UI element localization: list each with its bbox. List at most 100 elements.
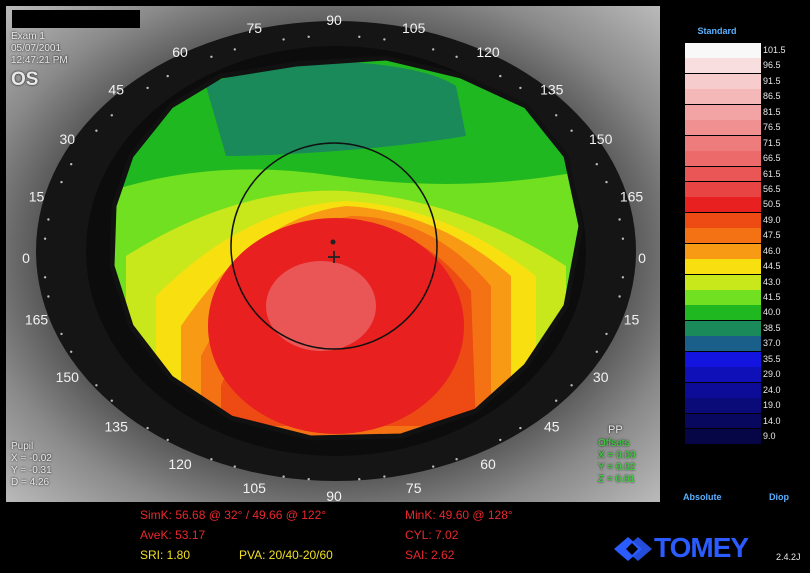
scale-swatch xyxy=(685,336,761,352)
axis-degree-label: 105 xyxy=(402,20,426,36)
cyl-value: CYL: 7.02 xyxy=(405,528,459,542)
tick-dot xyxy=(383,475,386,478)
tick-dot xyxy=(595,350,598,353)
tick-dot xyxy=(233,465,236,468)
tomey-logo: TOMEY xyxy=(612,532,749,564)
sai-value: SAI: 2.62 xyxy=(405,548,455,562)
pupil-d: D = 4.26 xyxy=(11,477,50,488)
scale-row: 96.5 xyxy=(685,58,781,74)
tick-dot xyxy=(70,163,73,166)
tick-dot xyxy=(618,295,621,298)
scale-row: 56.5 xyxy=(685,181,781,197)
offsets-info: PP Offsets X = 0.00 Y = 0.02 Z = 0.01 xyxy=(598,424,636,486)
tick-dot xyxy=(95,129,98,132)
tick-dot xyxy=(621,237,625,240)
scale-row: 19.0 xyxy=(685,398,781,413)
axis-degree-label: 120 xyxy=(476,44,500,60)
topography-color-bands xyxy=(112,58,581,438)
axis-degree-label: 165 xyxy=(620,188,644,204)
axis-degree-label: 135 xyxy=(540,82,564,98)
axis-degree-label: 120 xyxy=(168,456,192,472)
scale-row: 61.5 xyxy=(685,166,781,182)
scale-diop-label[interactable]: Diop xyxy=(769,492,789,502)
scale-row: 49.0 xyxy=(685,212,781,228)
axis-degree-label: 105 xyxy=(243,480,267,496)
tick-dot xyxy=(618,218,621,221)
scale-swatch xyxy=(685,320,761,336)
tick-dot xyxy=(307,478,310,481)
scale-swatch xyxy=(685,398,761,413)
scale-swatch xyxy=(685,120,761,136)
scale-value-label: 49.0 xyxy=(763,214,781,225)
axis-degree-label: 45 xyxy=(544,418,560,434)
scale-value-label: 43.0 xyxy=(763,276,781,287)
pupil-info: Pupil X = -0.02 Y = -0.31 D = 4.26 xyxy=(11,441,52,489)
axis-degree-label: 150 xyxy=(589,131,613,147)
pp-label: PP xyxy=(608,424,623,436)
scale-value-label: 38.5 xyxy=(763,322,781,333)
corneal-topography-map: 0 15 30 45 60 75 90 105 120 135 150 165 0 15 30 45 60 75 9… xyxy=(6,6,660,502)
scale-row: 50.5 xyxy=(685,197,781,213)
tick-dot xyxy=(60,180,63,184)
axis-degree-label: 60 xyxy=(480,456,496,472)
axis-degree-labels: 0 15 30 45 60 75 90 105 120 135 150 165 0 15 30 45 60 75 9… xyxy=(22,12,646,502)
axis-degree-label: 30 xyxy=(593,369,609,385)
axis-degree-label: 0 xyxy=(638,250,646,266)
scale-row: 41.5 xyxy=(685,290,781,305)
mink-value: MinK: 49.60 @ 128° xyxy=(405,508,513,522)
scale-swatch xyxy=(685,89,761,105)
scale-value-label: 71.5 xyxy=(763,137,781,148)
scale-swatch xyxy=(685,212,761,228)
scale-swatch xyxy=(685,305,761,321)
scale-value-label: 41.5 xyxy=(763,292,781,302)
tick-dot xyxy=(605,180,608,184)
scale-row: 14.0 xyxy=(685,413,781,429)
scale-value-label: 76.5 xyxy=(763,122,781,133)
scale-swatch xyxy=(685,259,761,275)
avek-value: AveK: 53.17 xyxy=(140,528,206,542)
tick-dot xyxy=(432,48,435,51)
scale-row: 9.0 xyxy=(685,428,776,444)
simk-value: SimK: 56.68 @ 32° / 49.66 @ 122° xyxy=(140,508,327,522)
indices-bar: SimK: 56.68 @ 32° / 49.66 @ 122° AveK: 5… xyxy=(6,502,807,570)
tick-dot xyxy=(47,218,50,221)
offsets-title: Offsets xyxy=(598,438,630,449)
scale-swatch xyxy=(685,367,761,383)
scale-absolute-label[interactable]: Absolute xyxy=(683,492,722,502)
scale-swatch xyxy=(685,290,761,305)
scale-value-label: 29.0 xyxy=(763,369,781,380)
axis-degree-label: 75 xyxy=(406,480,422,496)
scale-row: 43.0 xyxy=(685,274,781,290)
offset-x: X = 0.00 xyxy=(598,450,636,461)
scale-value-label: 66.5 xyxy=(763,153,781,164)
tick-dot xyxy=(166,74,169,78)
axis-degree-label: 15 xyxy=(29,188,45,204)
scale-row: 66.5 xyxy=(685,151,781,166)
tick-dot xyxy=(146,426,149,430)
tick-dot xyxy=(210,458,213,461)
tick-dot xyxy=(358,478,361,481)
tick-dot xyxy=(282,475,285,478)
scale-value-label: 35.5 xyxy=(763,353,781,364)
scale-value-label: 44.5 xyxy=(763,261,781,272)
axis-degree-label: 30 xyxy=(60,131,76,147)
pupil-circle xyxy=(230,142,438,350)
scale-swatch xyxy=(685,382,761,398)
tick-dot xyxy=(43,237,47,240)
pupil-x: X = -0.02 xyxy=(11,453,52,464)
scale-value-label: 101.5 xyxy=(763,45,786,55)
tick-dot xyxy=(358,35,361,38)
offset-y: Y = 0.02 xyxy=(598,462,636,473)
tick-dot xyxy=(519,86,522,90)
version-label: 2.4.2J xyxy=(776,552,801,562)
vertex-cross-marker xyxy=(328,251,340,263)
tick-dot xyxy=(605,332,608,336)
axis-degree-label: 135 xyxy=(105,418,129,434)
scale-row: 37.0 xyxy=(685,336,781,352)
tick-dot xyxy=(110,399,114,402)
scale-row: 47.5 xyxy=(685,228,781,244)
scale-swatch xyxy=(685,228,761,244)
tick-dot xyxy=(110,114,114,117)
scale-swatch xyxy=(685,166,761,182)
tick-dot xyxy=(455,55,458,58)
